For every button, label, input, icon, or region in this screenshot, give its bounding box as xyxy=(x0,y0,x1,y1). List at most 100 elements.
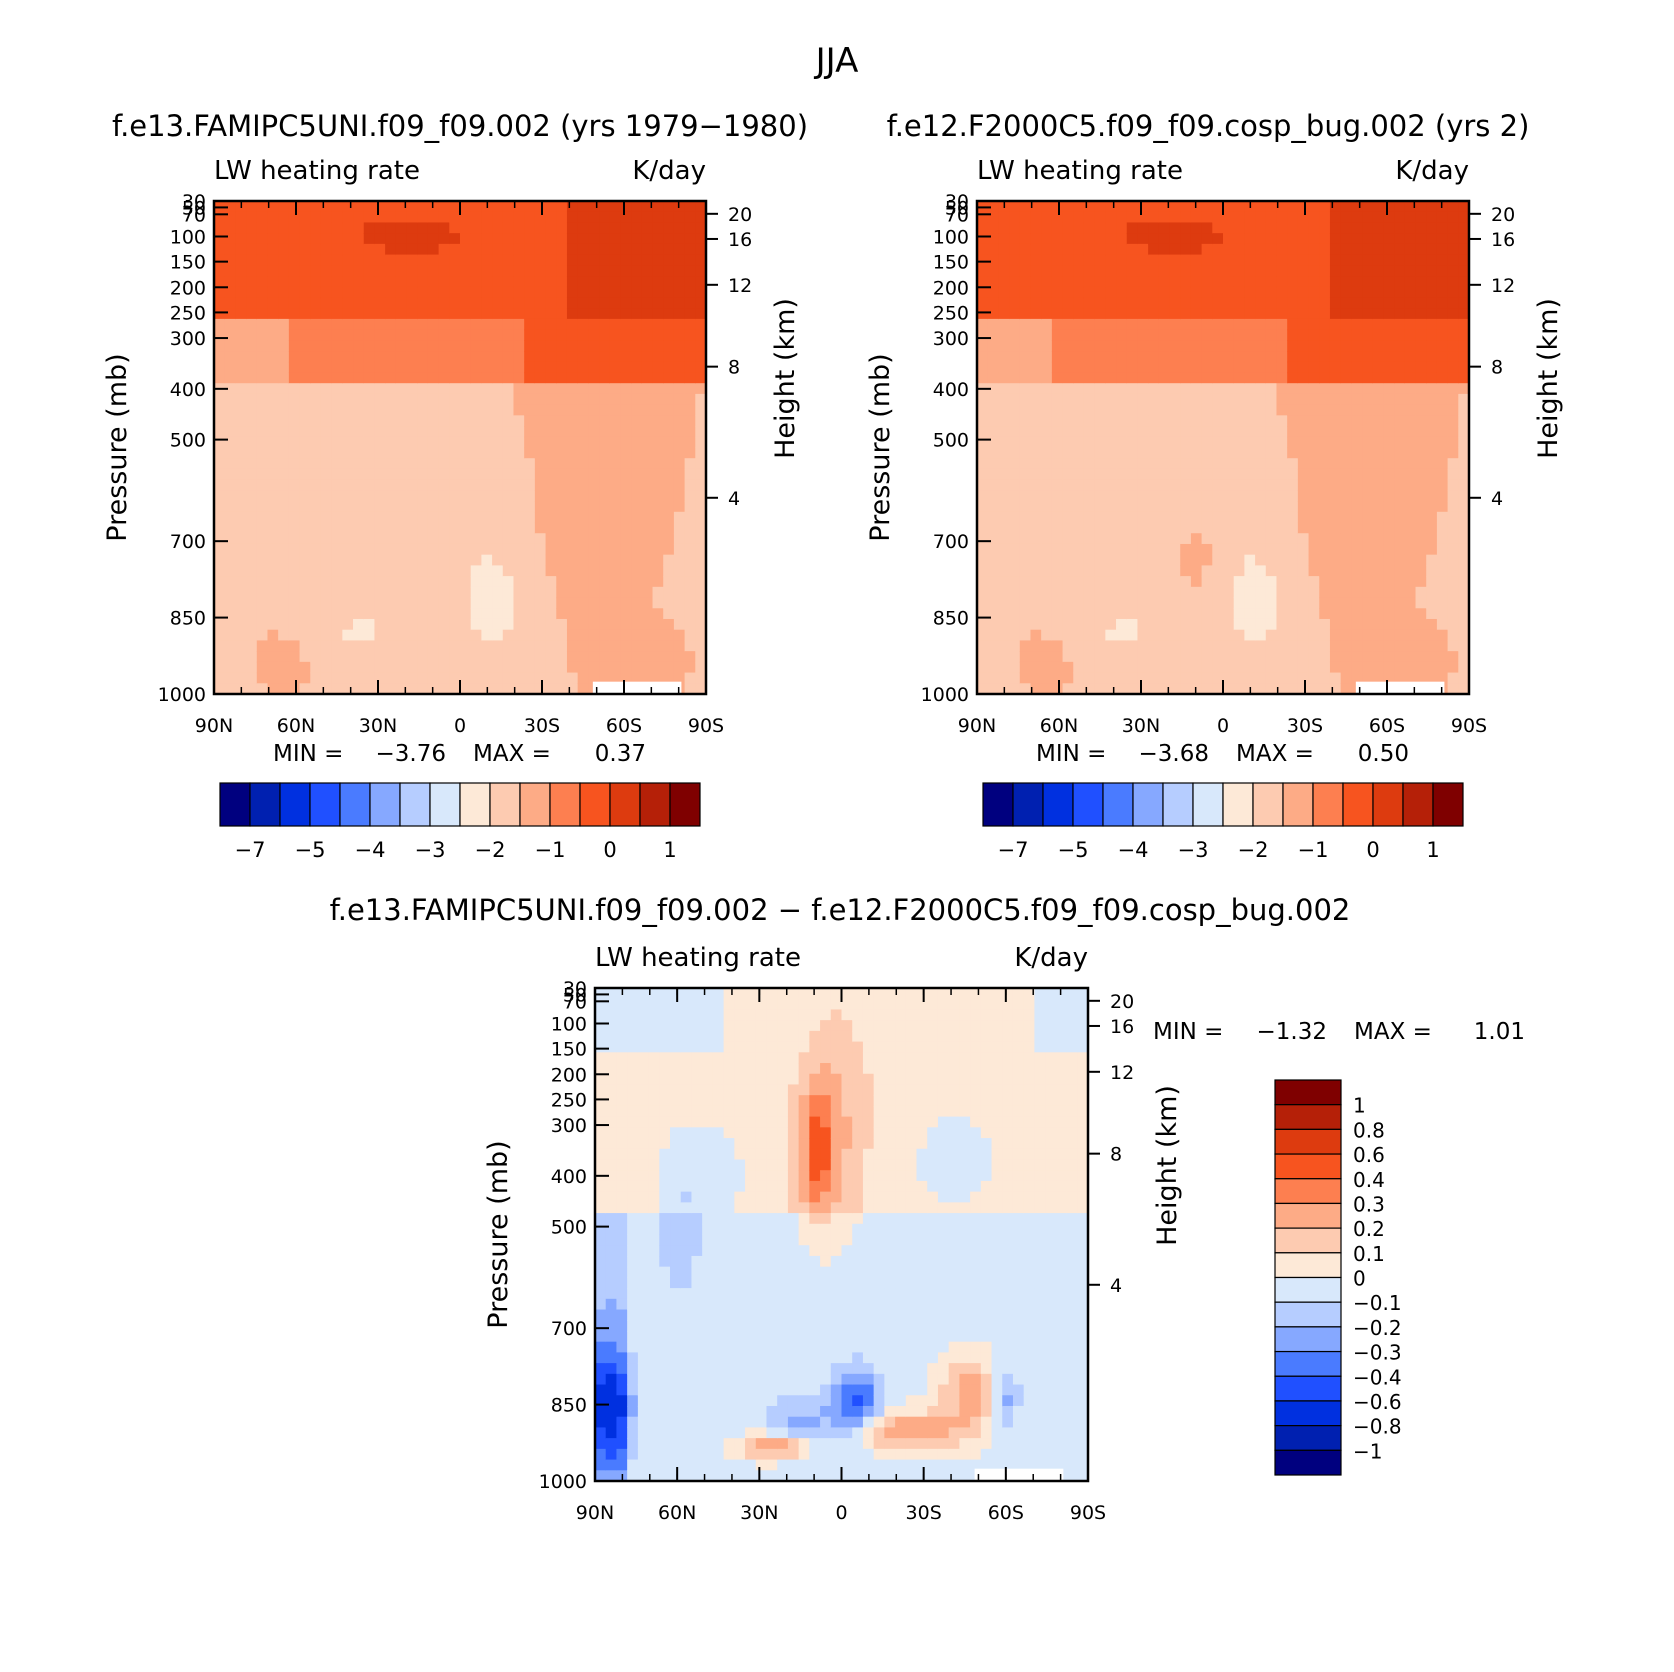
field-cell xyxy=(1116,265,1128,277)
field-cell xyxy=(1105,211,1117,224)
field-cell xyxy=(566,276,579,288)
field-cell xyxy=(481,308,493,320)
field-cell xyxy=(1041,565,1053,577)
field-cell xyxy=(1212,393,1224,406)
field-cell xyxy=(1287,651,1299,663)
field-cell xyxy=(427,479,440,491)
field-cell xyxy=(1447,243,1459,256)
field-cell xyxy=(1223,533,1235,545)
field-cell xyxy=(502,233,515,245)
field-cell xyxy=(605,1063,618,1075)
field-cell xyxy=(673,468,686,481)
field-cell xyxy=(470,661,482,674)
field-cell xyxy=(1190,511,1203,524)
field-cell xyxy=(267,618,279,631)
field-cell xyxy=(595,1073,607,1086)
field-cell xyxy=(1062,415,1074,427)
field-cell xyxy=(637,1352,650,1364)
field-cell xyxy=(342,318,354,331)
field-cell xyxy=(256,222,269,234)
field-cell xyxy=(1073,468,1085,481)
field-cell xyxy=(1426,458,1438,470)
field-cell xyxy=(1158,361,1171,374)
field-cell xyxy=(1137,426,1149,438)
field-cell xyxy=(235,490,247,502)
field-cell xyxy=(556,233,568,245)
field-cell xyxy=(1158,661,1171,674)
field-cell xyxy=(278,640,290,652)
field-cell xyxy=(1030,404,1042,416)
field-cell xyxy=(588,576,600,588)
field-cell xyxy=(1436,511,1449,524)
field-cell xyxy=(1062,511,1074,524)
field-cell xyxy=(395,468,408,481)
field-cell xyxy=(1308,211,1320,224)
field-cell xyxy=(595,1320,607,1332)
field-cell xyxy=(1212,201,1224,213)
field-cell xyxy=(1308,629,1320,642)
field-cell xyxy=(663,629,675,642)
field-cell xyxy=(524,468,536,481)
field-cell xyxy=(1415,565,1427,577)
field-cell xyxy=(1223,501,1235,513)
field-cell xyxy=(1190,361,1203,374)
field-cell xyxy=(353,468,365,481)
field-cell xyxy=(670,1405,682,1418)
field-cell xyxy=(998,458,1010,470)
field-cell xyxy=(1212,511,1224,524)
field-cell xyxy=(652,383,664,395)
field-cell xyxy=(417,618,429,631)
field-cell xyxy=(627,1405,639,1418)
colorbar-label: −4 xyxy=(355,838,386,862)
field-cell xyxy=(395,479,408,491)
field-cell xyxy=(595,1084,607,1096)
field-cell xyxy=(385,372,397,384)
field-cell xyxy=(299,501,311,513)
field-cell xyxy=(691,1384,703,1396)
field-cell xyxy=(224,522,236,534)
field-cell xyxy=(1190,243,1203,256)
field-cell xyxy=(1094,404,1106,416)
field-cell xyxy=(374,640,386,652)
field-cell xyxy=(299,372,311,384)
field-cell xyxy=(460,308,472,320)
field-cell xyxy=(1051,522,1064,534)
field-cell xyxy=(588,254,600,266)
field-cell xyxy=(1362,618,1374,631)
field-cell xyxy=(1297,436,1310,449)
field-cell xyxy=(1244,651,1256,663)
field-cell xyxy=(684,393,696,406)
field-cell xyxy=(566,393,579,406)
field-cell xyxy=(631,393,643,406)
field-cell xyxy=(631,201,643,213)
field-cell xyxy=(492,490,504,502)
field-cell xyxy=(502,276,515,288)
field-cell xyxy=(1351,672,1363,684)
field-cell xyxy=(502,254,515,266)
field-cell xyxy=(1297,243,1310,256)
field-cell xyxy=(1083,222,1096,234)
field-cell xyxy=(702,1030,714,1043)
field-cell xyxy=(385,297,397,309)
field-cell xyxy=(605,1202,618,1214)
field-cell xyxy=(1169,608,1181,620)
field-cell xyxy=(492,340,504,352)
field-cell xyxy=(566,554,579,566)
field-cell xyxy=(1404,640,1417,652)
field-cell xyxy=(331,222,343,234)
field-cell xyxy=(449,318,461,331)
y-tick-label: 30 xyxy=(945,191,969,213)
field-cell xyxy=(1073,201,1085,213)
field-cell xyxy=(1116,201,1128,213)
field-cell xyxy=(470,576,482,588)
field-cell xyxy=(1436,533,1449,545)
field-cell xyxy=(1009,533,1021,545)
field-cell xyxy=(395,501,408,513)
field-cell xyxy=(256,490,269,502)
field-cell xyxy=(1201,286,1213,299)
field-cell xyxy=(342,543,354,556)
field-cell xyxy=(605,1373,618,1386)
field-cell xyxy=(1233,586,1245,599)
field-cell xyxy=(631,608,643,620)
field-cell xyxy=(534,233,547,245)
